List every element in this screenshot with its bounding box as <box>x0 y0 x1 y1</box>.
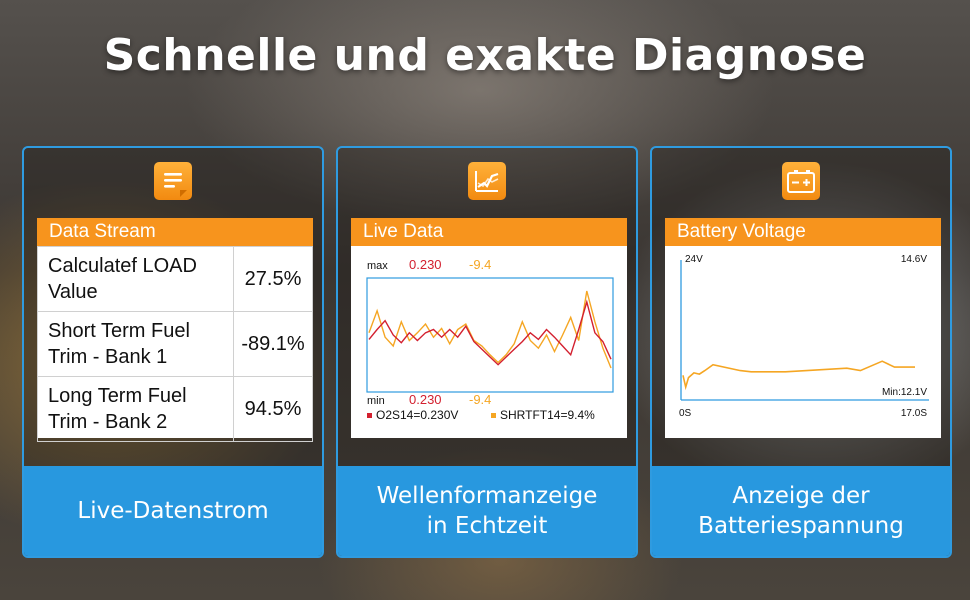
plot-frame <box>366 277 614 393</box>
min-red-value: 0.230 <box>409 392 442 407</box>
card-live-data: Live Data max 0.230 -9.4 min 0.230 -9.4 … <box>336 146 638 558</box>
live-lines <box>368 290 612 369</box>
footer-line: Batteriespannung <box>698 513 904 539</box>
row-value: -89.1% <box>233 311 313 377</box>
max-orange-value: -9.4 <box>469 257 491 272</box>
battery-icon <box>782 162 820 200</box>
legend-red: O2S14=0.230V <box>376 408 458 422</box>
panel-title: Data Stream <box>37 218 313 246</box>
battery-chart: 24V 14.6V Min:12.1V 0S 17.0S <box>679 254 929 419</box>
headline: Schnelle und exakte Diagnose <box>103 30 867 81</box>
max-label: max <box>367 260 388 272</box>
row-name: Short Term Fuel Trim - Bank 1 <box>37 311 234 377</box>
row-value: 27.5% <box>233 246 313 312</box>
min-orange-value: -9.4 <box>469 392 491 407</box>
legend-orange: SHRTFT14=9.4% <box>500 408 595 422</box>
data-stream-panel: Data Stream Calculatef LOAD Value 27.5% … <box>37 218 313 442</box>
top-right-label: 14.6V <box>901 254 927 265</box>
panel-title: Live Data <box>351 218 627 246</box>
row-value: 94.5% <box>233 376 313 442</box>
row-name: Long Term Fuel Trim - Bank 2 <box>37 376 234 442</box>
card-footer: Anzeige der Batteriespannung <box>652 466 950 556</box>
card-footer: Wellenformanzeige in Echtzeit <box>338 466 636 556</box>
card-footer: Live-Datenstrom <box>24 466 322 556</box>
live-data-panel: Live Data max 0.230 -9.4 min 0.230 -9.4 … <box>351 218 627 438</box>
min-label: min <box>367 395 385 407</box>
x-end-label: 17.0S <box>901 408 927 419</box>
table-row: Long Term Fuel Trim - Bank 2 94.5% <box>37 376 313 442</box>
legend-swatch-red <box>367 413 372 418</box>
legend-swatch-orange <box>491 413 496 418</box>
min-label: Min:12.1V <box>882 387 927 398</box>
max-red-value: 0.230 <box>409 257 442 272</box>
document-icon <box>154 162 192 200</box>
y-top-label: 24V <box>685 254 703 265</box>
battery-panel: Battery Voltage 24V 14.6V Min:12.1V 0S 1… <box>665 218 941 438</box>
footer-line: Wellenformanzeige <box>376 483 598 509</box>
x-start-label: 0S <box>679 408 692 419</box>
data-stream-table: Calculatef LOAD Value 27.5% Short Term F… <box>37 246 313 442</box>
series-line <box>368 290 612 369</box>
card-battery-voltage: Battery Voltage 24V 14.6V Min:12.1V 0S 1… <box>650 146 952 558</box>
card-data-stream: Data Stream Calculatef LOAD Value 27.5% … <box>22 146 324 558</box>
footer-line: Anzeige der <box>732 483 870 509</box>
waveform-icon <box>468 162 506 200</box>
row-name: Calculatef LOAD Value <box>37 246 234 312</box>
series-line <box>368 299 612 366</box>
live-data-chart: max 0.230 -9.4 min 0.230 -9.4 O2S14=0.23… <box>366 257 614 422</box>
table-row: Calculatef LOAD Value 27.5% <box>37 246 313 312</box>
voltage-line <box>682 360 915 391</box>
table-row: Short Term Fuel Trim - Bank 1 -89.1% <box>37 311 313 377</box>
footer-line: Live-Datenstrom <box>77 498 269 524</box>
footer-line: in Echtzeit <box>426 513 548 539</box>
panel-title: Battery Voltage <box>665 218 941 246</box>
